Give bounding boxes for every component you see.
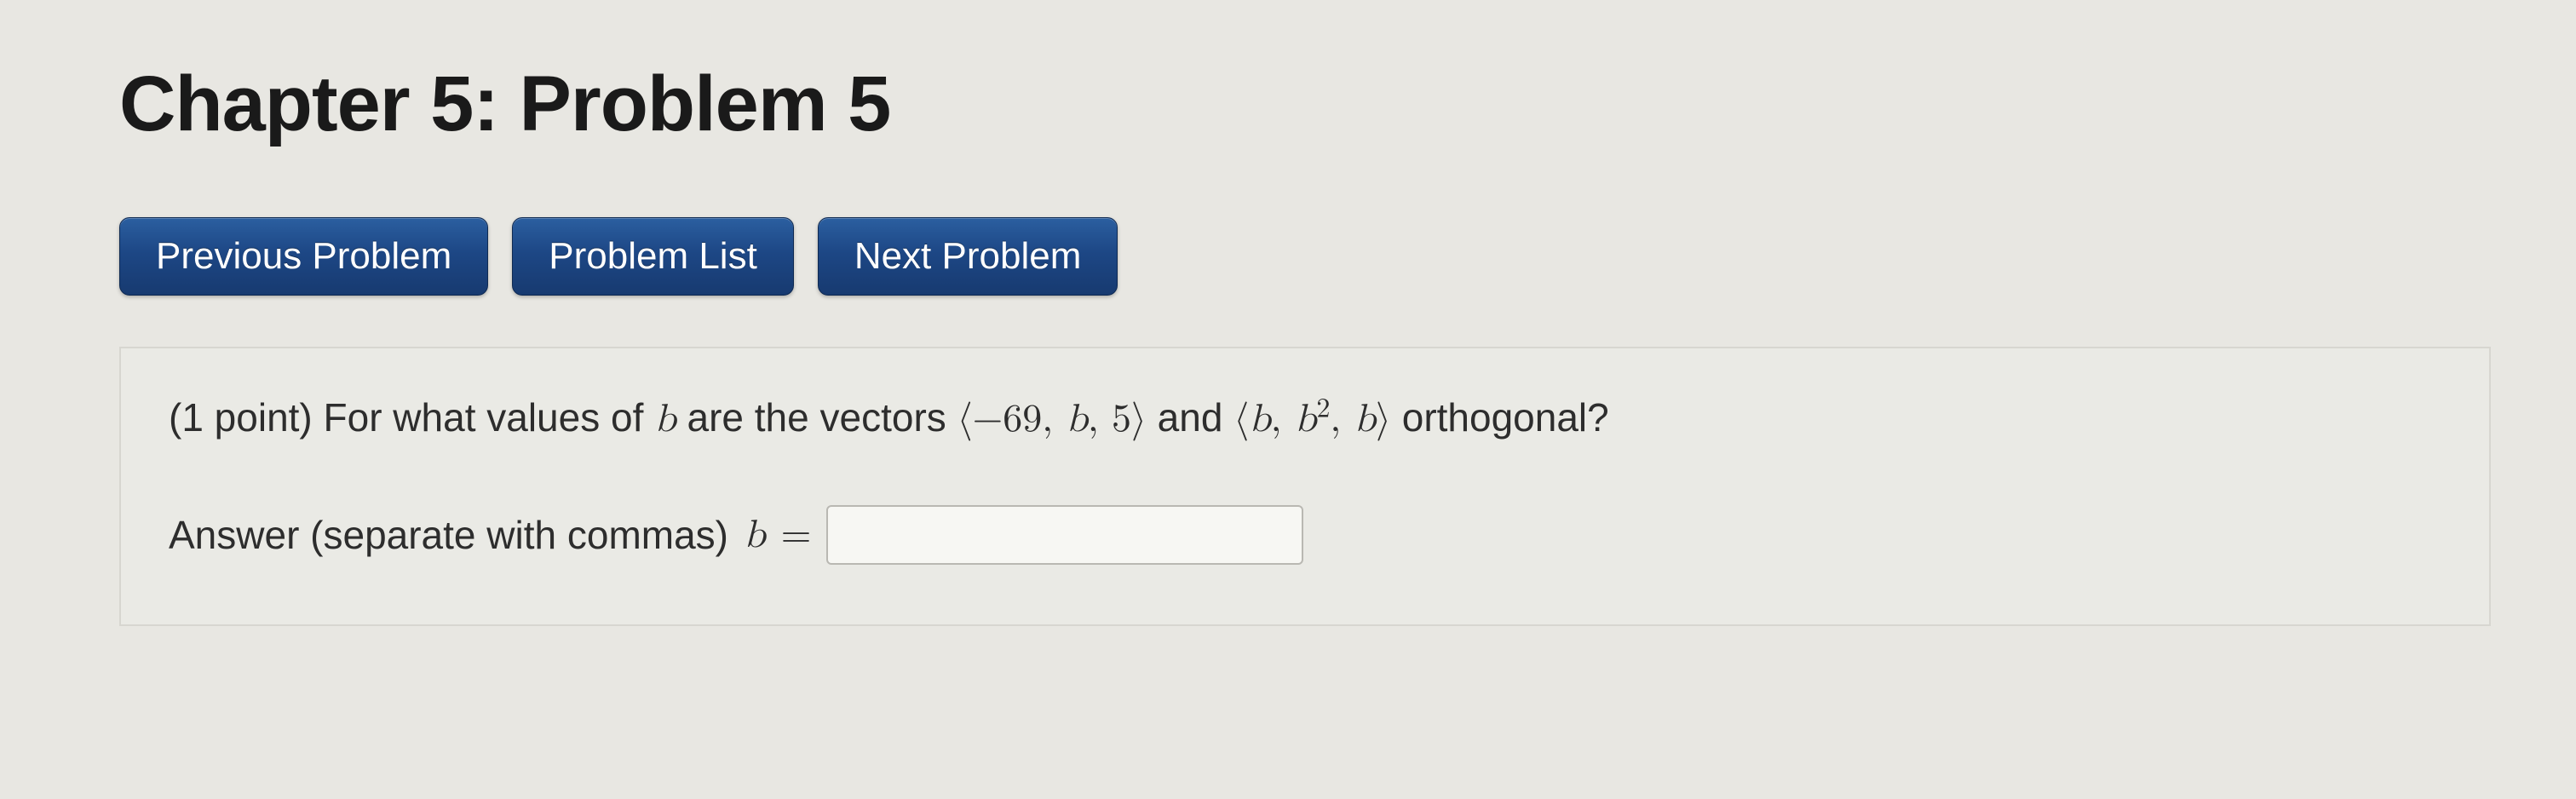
answer-label: Answer (separate with commas)	[169, 512, 728, 558]
vector1-comp2: b	[1066, 400, 1088, 439]
equals-sign: =	[781, 512, 812, 559]
angle-close: ⟩	[1131, 400, 1147, 439]
vector1: ⟨−69, b, 5⟩	[957, 400, 1147, 439]
answer-row: Answer (separate with commas) b =	[169, 505, 2441, 565]
problem-list-button[interactable]: Problem List	[512, 217, 794, 296]
answer-input[interactable]	[826, 505, 1303, 565]
angle-close: ⟩	[1376, 400, 1391, 439]
prompt-text-2: are the vectors	[676, 395, 957, 440]
sep: ,	[1330, 400, 1354, 439]
angle-open: ⟨	[957, 400, 973, 439]
answer-variable: b	[744, 512, 766, 559]
sep: ,	[1042, 400, 1066, 439]
points-label: (1 point)	[169, 395, 324, 440]
page-root: Chapter 5: Problem 5 Previous Problem Pr…	[0, 0, 2576, 669]
previous-problem-button[interactable]: Previous Problem	[119, 217, 488, 296]
variable-b: b	[654, 400, 676, 439]
prompt-text-1: For what values of	[324, 395, 655, 440]
problem-statement: (1 point) For what values of b are the v…	[169, 391, 2441, 445]
prompt-text-and: and	[1147, 395, 1233, 440]
nav-button-row: Previous Problem Problem List Next Probl…	[119, 217, 2491, 296]
vector2-comp2-exp: 2	[1316, 396, 1330, 423]
vector2: ⟨b, b2, b⟩	[1233, 400, 1391, 439]
sep: ,	[1088, 400, 1112, 439]
next-problem-button[interactable]: Next Problem	[818, 217, 1118, 296]
angle-open: ⟨	[1233, 400, 1249, 439]
page-title: Chapter 5: Problem 5	[119, 60, 2491, 149]
vector2-comp3: b	[1354, 400, 1376, 439]
problem-container: (1 point) For what values of b are the v…	[119, 347, 2491, 626]
vector2-comp2-base: b	[1295, 400, 1317, 439]
sep: ,	[1271, 400, 1295, 439]
vector1-comp3: 5	[1112, 400, 1131, 439]
prompt-text-3: orthogonal?	[1391, 395, 1609, 440]
vector1-comp1: −69	[972, 400, 1042, 439]
vector2-comp1: b	[1249, 400, 1271, 439]
